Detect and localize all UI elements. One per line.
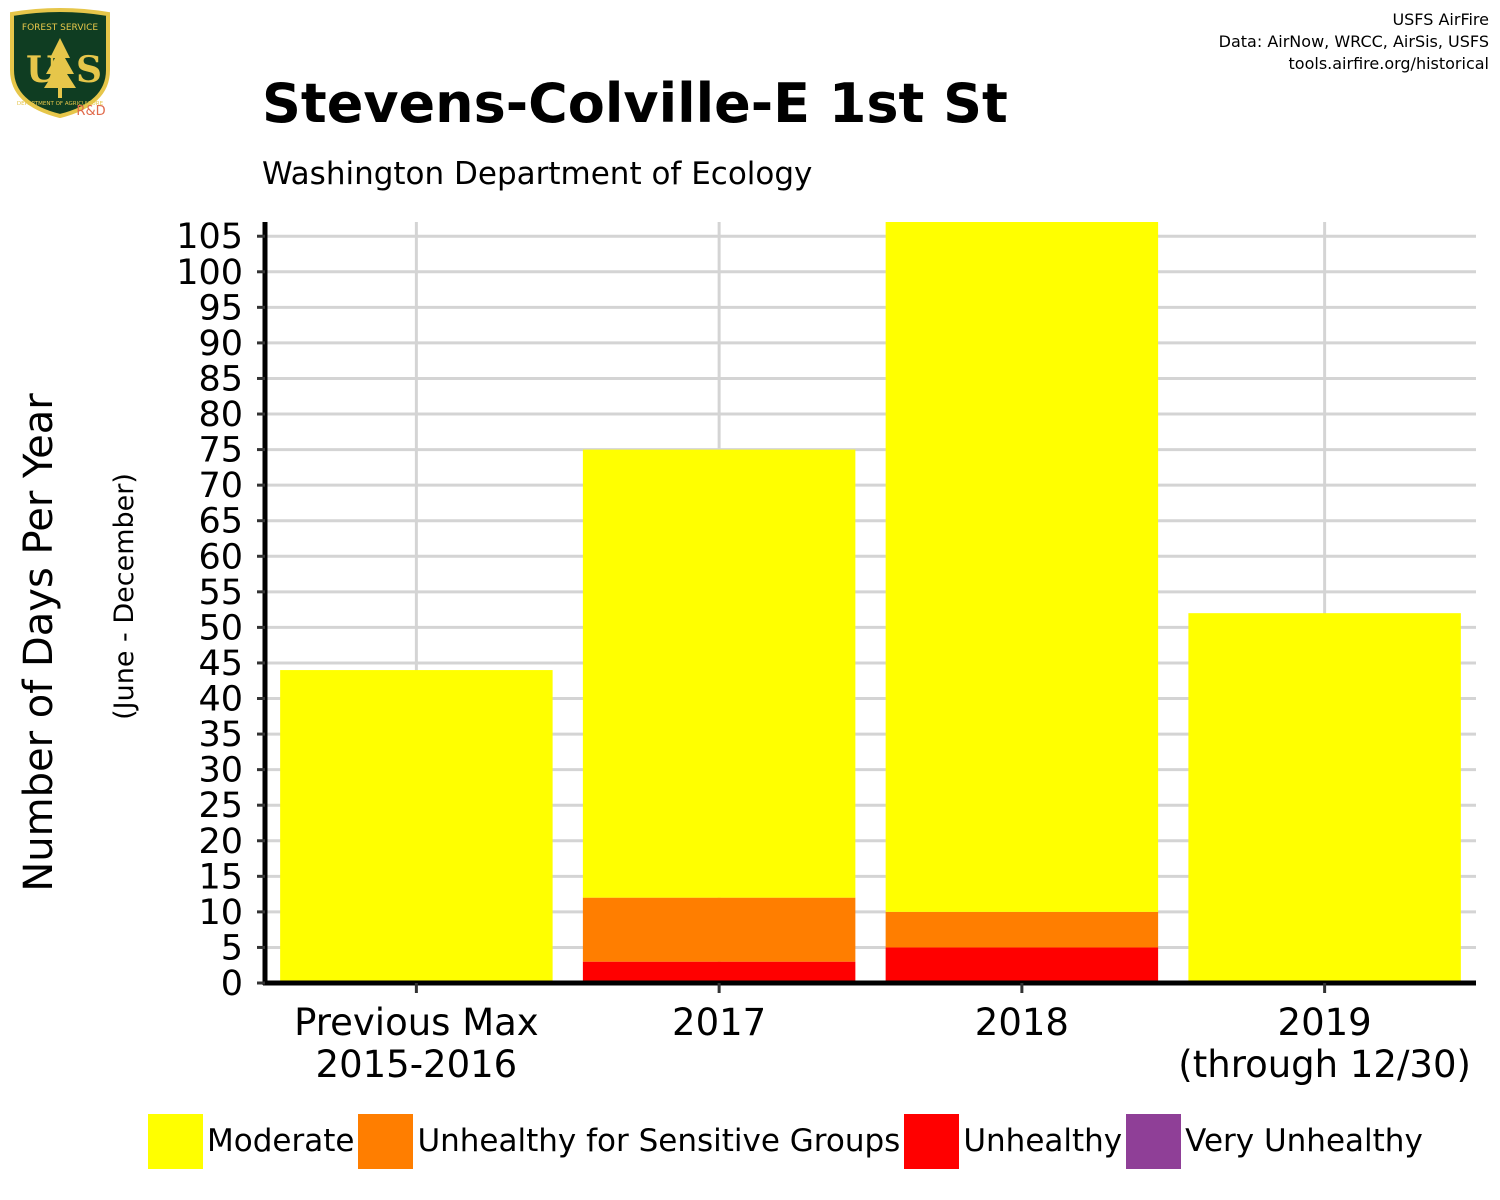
bar-chart: 0510152025303540455055606570758085909510… [16,217,1476,1086]
legend-label: Moderate [207,1123,355,1159]
y-tick-label: 10 [198,893,243,933]
y-tick-label: 95 [198,288,243,328]
x-tick-label: 2015-2016 [316,1043,518,1086]
logo-top-text: FOREST SERVICE [22,23,99,33]
legend-label: Very Unhealthy [1185,1123,1423,1159]
x-tick-label: 2019 [1278,1001,1372,1044]
logo-s-letter: S [76,49,102,91]
axes [257,222,1476,993]
bar-segment [582,449,856,898]
y-tick-label: 20 [198,822,243,862]
legend-item: Unhealthy [904,1113,1123,1169]
legend: Moderate Unhealthy for Sensitive Groups Un… [148,1113,1427,1169]
bars [280,222,1461,983]
y-tick-label: 75 [198,431,243,471]
x-tick-label: 2017 [672,1001,766,1044]
chart-title: Stevens-Colville-E 1st St [262,72,1008,135]
bar-segment [885,911,1159,948]
y-tick-label: 25 [198,786,243,826]
y-tick-label: 70 [198,466,243,506]
y-tick-label: 105 [176,217,243,257]
y-tick-label: 15 [198,857,243,897]
x-tick-label: (through 12/30) [1178,1043,1471,1086]
y-tick-label: 55 [198,573,243,613]
y-tick-label: 45 [198,644,243,684]
y-tick-label: 30 [198,751,243,791]
bar-segment [885,222,1159,912]
bar-segment [1188,613,1461,983]
data-credits: USFS AirFire Data: AirNow, WRCC, AirSis,… [1219,9,1489,75]
y-tick-label: 90 [198,324,243,364]
legend-item: Unhealthy for Sensitive Groups [358,1113,901,1169]
tree-icon [44,38,76,98]
usfs-logo: U S FOREST SERVICE DEPARTMENT OF AGRICUL… [10,8,110,119]
legend-item: Very Unhealthy [1126,1113,1423,1169]
y-tick-label: 50 [198,608,243,648]
bar-segment [885,947,1159,983]
axis-labels: 0510152025303540455055606570758085909510… [16,217,1471,1086]
bar-segment [280,670,553,983]
x-tick-label: 2018 [975,1001,1069,1044]
y-tick-label: 0 [221,964,243,1004]
legend-label: Unhealthy for Sensitive Groups [417,1123,901,1159]
x-tick-label: Previous Max [294,1001,539,1044]
y-tick-label: 35 [198,715,243,755]
chart-subtitle: Washington Department of Ecology [262,156,813,192]
legend-item: Moderate [148,1113,355,1169]
y-axis-title: Number of Days Per Year [16,393,62,892]
credit-line: USFS AirFire [1392,10,1489,29]
legend-swatch [148,1113,203,1169]
logo-u-letter: U [26,49,57,91]
legend-swatch [358,1113,414,1169]
credit-line: tools.airfire.org/historical [1288,54,1489,73]
y-tick-label: 85 [198,359,243,399]
legend-label: Unhealthy [963,1123,1123,1159]
y-tick-label: 100 [176,253,243,293]
y-tick-label: 65 [198,502,243,542]
legend-swatch [904,1113,960,1169]
y-tick-label: 5 [221,928,243,968]
logo-badge-text: R&D [76,104,105,119]
y-tick-label: 40 [198,680,243,720]
credit-line: Data: AirNow, WRCC, AirSis, USFS [1218,32,1489,51]
bar-segment [582,897,856,962]
y-tick-label: 60 [198,537,243,577]
legend-swatch [1126,1113,1182,1169]
y-axis-subtitle: (June - December) [109,473,140,720]
bar-segment [582,961,856,983]
logo-bottom-text: DEPARTMENT OF AGRICULTURE [17,101,104,107]
y-tick-label: 80 [198,395,243,435]
